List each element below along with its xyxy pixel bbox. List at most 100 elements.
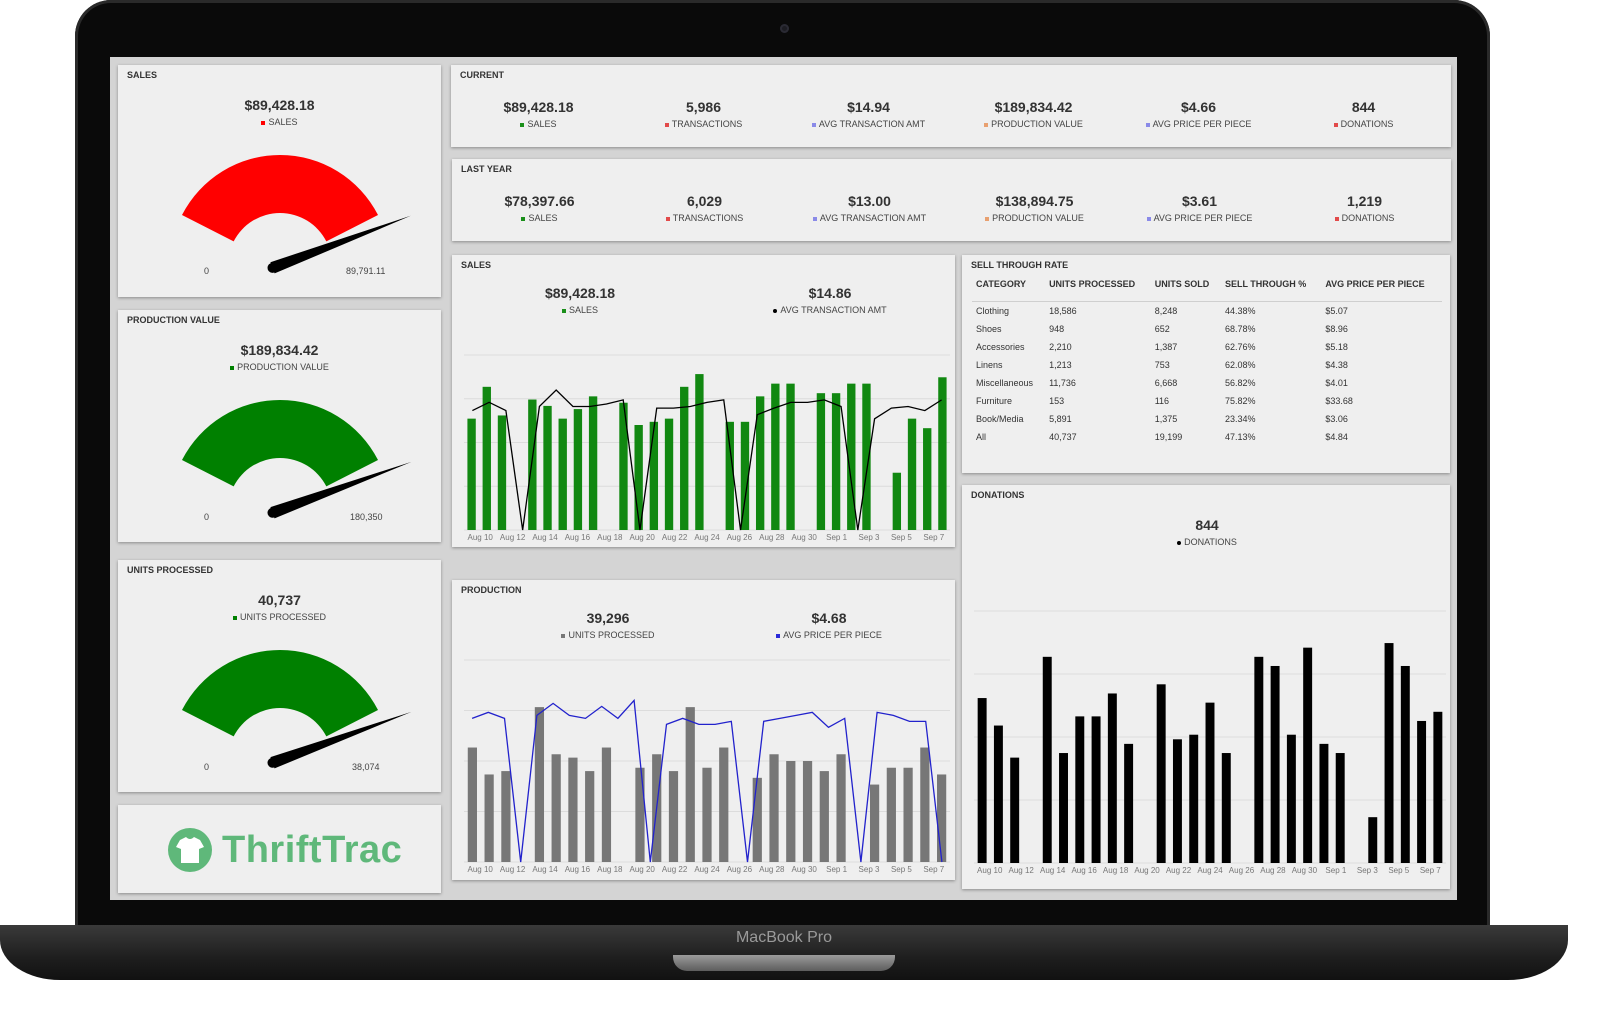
units-gauge-label: UNITS PROCESSED [239, 612, 326, 622]
kpi-value: $13.00 [848, 193, 891, 209]
kpi-label: TRANSACTIONS [671, 119, 743, 129]
x-tick-label: Sep 3 [859, 533, 880, 542]
kpi-avg-price-per-piece: $4.66 AVG PRICE PER PIECE [1111, 99, 1286, 129]
x-tick-label: Aug 30 [1292, 866, 1318, 875]
table-cell: 68.78% [1224, 324, 1256, 334]
legend-dot-icon [230, 365, 235, 370]
bar [802, 761, 813, 862]
kpi-sales: $89,428.18 SALES [451, 99, 626, 129]
sales-gauge-panel: SALES $89,428.18 SALES 0 89,791.11 [118, 65, 441, 297]
legend-dot-icon [984, 122, 989, 127]
tshirt-logo-icon [168, 828, 212, 872]
x-tick-label: Aug 24 [1197, 866, 1223, 875]
legend-dot-icon [985, 216, 990, 221]
panel-title: PRODUCTION VALUE [127, 315, 220, 325]
kpi-label: DONATIONS [1341, 213, 1395, 223]
bar [786, 761, 796, 862]
x-tick-label: Aug 20 [630, 533, 656, 542]
sales-gauge-min: 0 [204, 266, 210, 276]
table-cell: Miscellaneous [976, 378, 1034, 388]
bar [1400, 665, 1410, 863]
gauge-needle [270, 461, 412, 519]
bar [1270, 665, 1280, 863]
kpi-transactions: 5,986 TRANSACTIONS [616, 99, 791, 129]
kpi-value: $14.86 [808, 285, 852, 301]
panel-title: LAST YEAR [461, 164, 512, 174]
x-tick-label: Aug 26 [1229, 866, 1255, 875]
laptop-notch [673, 955, 895, 971]
table-cell: 116 [1154, 396, 1170, 406]
column-header[interactable]: SELL THROUGH % [1224, 279, 1307, 289]
kpi-avg-transaction-amt: $14.94 AVG TRANSACTION AMT [781, 99, 956, 129]
bar [771, 383, 780, 530]
table-cell: $33.68 [1325, 396, 1353, 406]
column-header[interactable]: CATEGORY [976, 279, 1027, 289]
column-header[interactable]: AVG PRICE PER PIECE [1325, 279, 1425, 289]
panel-title: DONATIONS [971, 490, 1025, 500]
table-cell: Accessories [976, 342, 1025, 352]
kpi-label: AVG TRANSACTION AMT [780, 305, 887, 315]
kpi-avg-transaction-amt: $13.00 AVG TRANSACTION AMT [782, 193, 957, 223]
production-gauge-min: 0 [204, 512, 210, 522]
kpi-label: AVG TRANSACTION AMT [819, 213, 927, 223]
sales-gauge-label: SALES [268, 117, 298, 127]
gauge-hub [267, 507, 278, 518]
kpi-label: UNITS PROCESSED [568, 630, 655, 640]
bar [937, 774, 947, 862]
table-cell: Clothing [976, 306, 1010, 316]
bar [1303, 647, 1313, 863]
kpi-sales: $78,397.66 SALES [452, 193, 627, 223]
table-cell: 23.34% [1224, 414, 1256, 424]
x-tick-label: Aug 16 [565, 865, 591, 874]
gauge-arc [181, 650, 379, 737]
production-gauge-panel: PRODUCTION VALUE $189,834.42 PRODUCTION … [118, 310, 441, 542]
bar [977, 698, 987, 863]
sales-chart-kpi: $89,428.18 SALES [490, 285, 670, 315]
x-tick-label: Aug 30 [792, 533, 818, 542]
gauge-needle [270, 711, 412, 769]
kpi-label: DONATIONS [1340, 119, 1394, 129]
bar [907, 418, 917, 530]
legend-dot-icon [561, 633, 566, 638]
kpi-label: SALES [528, 213, 558, 223]
bar [719, 747, 729, 862]
legend-dot-icon [1177, 540, 1182, 545]
dashboard-screen: SALES $89,428.18 SALES 0 89,791.11 PRODU… [110, 57, 1457, 900]
sell-through-panel: SELL THROUGH RATE CATEGORY UNITS PROCESSE… [962, 255, 1450, 473]
legend-dot-icon [773, 308, 778, 313]
bar [1335, 753, 1345, 863]
bar [680, 386, 689, 530]
bar [938, 377, 947, 530]
table-cell: Shoes [976, 324, 1002, 334]
bar [993, 725, 1003, 863]
x-tick-label: Sep 1 [826, 533, 847, 542]
x-tick-label: Aug 24 [694, 865, 720, 874]
column-header[interactable]: UNITS SOLD [1154, 279, 1210, 289]
legend-dot-icon [665, 216, 670, 221]
table-cell: Furniture [976, 396, 1013, 406]
x-tick-label: Aug 10 [468, 533, 494, 542]
bar [1042, 656, 1052, 863]
kpi-value: 6,029 [686, 193, 723, 209]
legend-dot-icon [1333, 122, 1338, 127]
legend-dot-icon [521, 216, 526, 221]
bar [1286, 734, 1296, 863]
bar [752, 777, 762, 862]
column-header[interactable]: UNITS PROCESSED [1049, 279, 1136, 289]
units-gauge-value: 40,737 [258, 592, 301, 608]
bar [1075, 716, 1085, 863]
production-chart-panel: PRODUCTION 39,296 UNITS PROCESSED $4.68 … [452, 580, 955, 880]
bar [1124, 743, 1134, 863]
table-row: Shoes 948 652 68.78% $8.96 [972, 320, 1442, 338]
x-tick-label: Aug 10 [977, 866, 1003, 875]
bar [668, 771, 679, 862]
gauge-needle [270, 215, 412, 274]
bar [892, 472, 902, 530]
x-tick-label: Aug 22 [1166, 866, 1192, 875]
bar [1189, 734, 1199, 863]
bar [695, 374, 704, 530]
table-cell: Linens [976, 360, 1003, 370]
legend-dot-icon [232, 615, 237, 620]
table-cell: $4.84 [1325, 432, 1348, 442]
bar [558, 418, 567, 530]
